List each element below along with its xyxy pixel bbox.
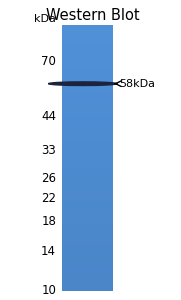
Text: 22: 22 <box>41 191 56 205</box>
Ellipse shape <box>49 82 117 85</box>
Text: 58kDa: 58kDa <box>119 79 155 89</box>
Text: 10: 10 <box>41 284 56 298</box>
Text: 44: 44 <box>41 110 56 123</box>
Text: kDa: kDa <box>34 14 56 24</box>
Text: 14: 14 <box>41 245 56 258</box>
Text: Western Blot: Western Blot <box>46 8 140 22</box>
Text: 26: 26 <box>41 172 56 185</box>
Text: 33: 33 <box>41 144 56 157</box>
Text: 70: 70 <box>41 55 56 68</box>
Text: 18: 18 <box>41 215 56 228</box>
